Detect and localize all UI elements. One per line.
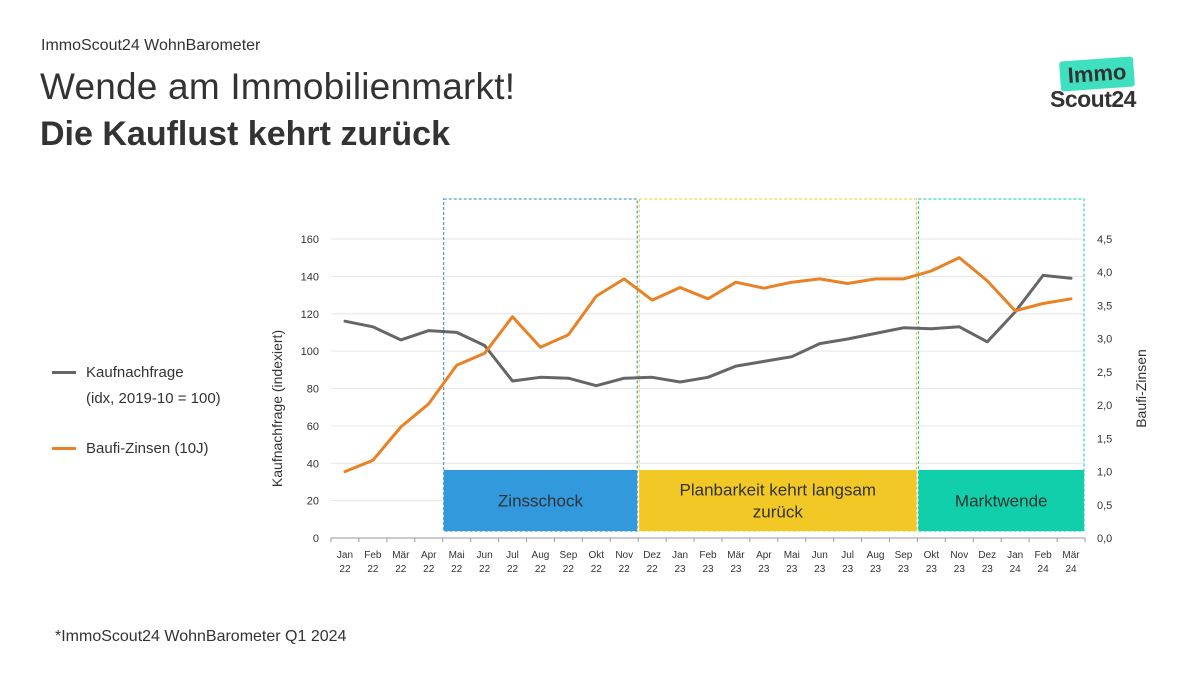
y2-tick-label: 2,0 (1097, 400, 1112, 412)
x-tick-label-year: 22 (535, 564, 547, 575)
x-tick-label-month: Mai (449, 550, 465, 561)
x-tick-label-month: Mär (1062, 550, 1080, 561)
x-tick-label-year: 23 (898, 564, 910, 575)
x-tick-label-month: Jun (477, 550, 493, 561)
x-tick-label-month: Dez (978, 550, 996, 561)
y-tick-label: 80 (307, 384, 319, 396)
x-tick-label-year: 23 (954, 564, 966, 575)
series-line-kaufnachfrage (343, 273, 1073, 388)
y-tick-label: 40 (307, 458, 319, 470)
y2-tick-label: 1,0 (1097, 467, 1112, 479)
x-tick-label-month: Feb (364, 550, 382, 561)
legend-swatch-baufi-zinsen (52, 447, 76, 450)
x-tick-label-year: 24 (1038, 564, 1050, 575)
x-tick-label-month: Nov (950, 550, 968, 561)
x-tick-label-month: Mär (727, 550, 745, 561)
x-tick-label-year: 22 (395, 564, 407, 575)
title-line-2: Die Kauflust kehrt zurück (40, 115, 450, 153)
x-tick-label-month: Jun (812, 550, 828, 561)
legend-sublabel-kaufnachfrage: (idx, 2019-10 = 100) (86, 390, 221, 407)
x-tick-label-year: 22 (451, 564, 463, 575)
title-line-1: Wende am Immobilienmarkt! (40, 66, 516, 107)
y2-tick-label: 3,5 (1097, 300, 1112, 312)
y-tick-label: 100 (301, 346, 319, 358)
x-tick-label-month: Jan (1007, 550, 1023, 561)
x-tick-label-month: Jul (506, 550, 519, 561)
y2-tick-label: 4,5 (1097, 234, 1112, 246)
x-tick-label-year: 23 (814, 564, 826, 575)
y-axis-title: Kaufnachfrage (indexiert) (269, 330, 285, 487)
x-tick-label-month: Jul (841, 550, 854, 561)
y-tick-label: 160 (301, 234, 319, 246)
y2-tick-label: 0,5 (1097, 500, 1112, 512)
y-tick-label: 140 (301, 271, 319, 283)
x-tick-label-month: Aug (532, 550, 550, 561)
legend-item-kaufnachfrage: Kaufnachfrage (idx, 2019-10 = 100) (52, 360, 292, 412)
x-tick-label-year: 23 (786, 564, 798, 575)
x-tick-label-month: Feb (1034, 550, 1052, 561)
y-tick-label: 0 (313, 533, 319, 545)
x-tick-label-year: 24 (1010, 564, 1022, 575)
x-tick-label-year: 22 (591, 564, 603, 575)
x-tick-label-month: Aug (867, 550, 885, 561)
x-tick-label-year: 22 (339, 564, 351, 575)
y-tick-label: 120 (301, 309, 319, 321)
x-tick-label-year: 22 (423, 564, 435, 575)
y2-tick-label: 3,0 (1097, 334, 1112, 346)
phase-label: Planbarkeit kehrt langsam (680, 481, 877, 500)
x-tick-label-month: Apr (756, 550, 772, 561)
phase-label: Marktwende (955, 492, 1048, 511)
phase-box (918, 470, 1084, 531)
x-tick-label-month: Mai (784, 550, 800, 561)
legend-label-kaufnachfrage: Kaufnachfrage (86, 364, 184, 381)
x-tick-label-year: 23 (758, 564, 770, 575)
x-tick-label-year: 22 (647, 564, 659, 575)
supertitle: ImmoScout24 WohnBarometer (41, 37, 261, 54)
y2-tick-label: 0,0 (1097, 533, 1112, 545)
x-tick-label-year: 22 (563, 564, 575, 575)
x-tick-label-month: Mär (392, 550, 410, 561)
phase-box (443, 470, 638, 531)
phase-box (639, 470, 917, 531)
phase-label: Zinsschock (498, 492, 584, 511)
x-tick-label-year: 23 (982, 564, 994, 575)
x-tick-label-month: Okt (589, 550, 605, 561)
legend-label-baufi-zinsen: Baufi-Zinsen (10J) (86, 440, 209, 457)
y-tick-label: 20 (307, 496, 319, 508)
x-tick-label-month: Sep (559, 550, 577, 561)
x-tick-label-month: Okt (924, 550, 940, 561)
x-tick-label-year: 23 (675, 564, 687, 575)
x-tick-label-year: 23 (730, 564, 742, 575)
immoscout24-logo: Immo Scout24 (1046, 56, 1146, 116)
x-tick-label-month: Nov (615, 550, 633, 561)
x-tick-label-year: 23 (870, 564, 882, 575)
x-tick-label-year: 22 (367, 564, 379, 575)
x-tick-label-year: 22 (479, 564, 491, 575)
phase-label: zurück (753, 503, 804, 522)
y2-tick-label: 4,0 (1097, 267, 1112, 279)
series-line-baufi-zinsen (343, 256, 1073, 474)
x-tick-label-year: 24 (1065, 564, 1077, 575)
y2-axis-title: Baufi-Zinsen (1133, 349, 1149, 428)
x-tick-label-year: 22 (507, 564, 519, 575)
x-tick-label-month: Jan (672, 550, 688, 561)
x-tick-label-year: 23 (842, 564, 854, 575)
x-tick-label-month: Sep (895, 550, 913, 561)
x-tick-label-month: Feb (699, 550, 717, 561)
footnote: *ImmoScout24 WohnBarometer Q1 2024 (55, 628, 347, 645)
y2-tick-label: 1,5 (1097, 433, 1112, 445)
x-tick-label-year: 23 (926, 564, 938, 575)
y2-tick-label: 2,5 (1097, 367, 1112, 379)
x-tick-label-month: Jan (337, 550, 353, 561)
x-tick-label-month: Apr (421, 550, 437, 561)
x-tick-label-year: 23 (702, 564, 714, 575)
x-tick-label-month: Dez (643, 550, 661, 561)
y-tick-label: 60 (307, 421, 319, 433)
legend-item-baufi-zinsen: Baufi-Zinsen (10J) (52, 436, 292, 462)
logo-bottom-text: Scout24 (1050, 86, 1136, 112)
x-tick-label-year: 22 (619, 564, 631, 575)
legend-swatch-kaufnachfrage (52, 371, 76, 374)
